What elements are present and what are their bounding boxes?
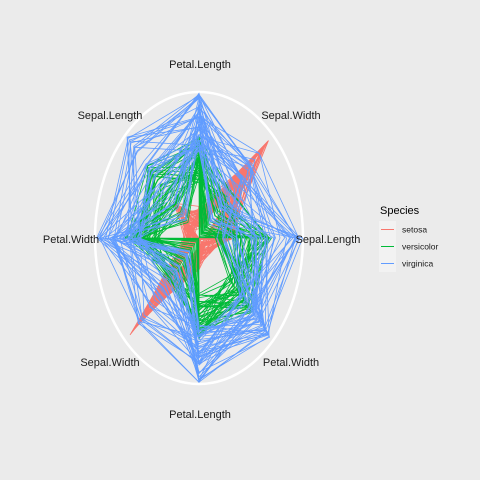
axis-label-sepal-length-right: Sepal.Length	[296, 234, 361, 246]
axis-label-sepal-width-bottom-left: Sepal.Width	[80, 357, 139, 369]
axis-label-petal-length-bottom: Petal.Length	[169, 409, 231, 421]
legend-label-setosa: setosa	[402, 225, 427, 235]
line-virginica	[139, 142, 296, 374]
axis-label-petal-width-left: Petal.Width	[43, 234, 99, 246]
axis-label-petal-length-top: Petal.Length	[169, 59, 231, 71]
legend: Species setosa versicolor virginica	[379, 205, 439, 272]
line-virginica	[140, 146, 266, 333]
legend-item-setosa: setosa	[379, 221, 427, 238]
line-virginica	[108, 117, 299, 359]
line-virginica	[133, 93, 255, 336]
line-virginica	[127, 106, 245, 358]
legend-item-virginica: virginica	[379, 255, 433, 272]
series-virginica	[96, 92, 304, 383]
line-virginica	[137, 110, 250, 383]
line-virginica	[134, 140, 261, 366]
line-versicolor	[133, 157, 231, 317]
line-virginica	[128, 119, 294, 363]
legend-label-versicolor: versicolor	[402, 242, 439, 252]
line-virginica	[105, 95, 297, 337]
axis-label-sepal-length-top-left: Sepal.Length	[78, 110, 143, 122]
line-virginica	[97, 96, 272, 340]
line-virginica	[114, 123, 298, 338]
legend-label-virginica: virginica	[402, 259, 433, 269]
line-virginica	[98, 95, 270, 380]
axis-label-petal-width-bottom-right: Petal.Width	[263, 357, 319, 369]
line-virginica	[111, 118, 271, 373]
legend-item-versicolor: versicolor	[379, 238, 439, 255]
data-lines	[96, 92, 304, 383]
axis-label-sepal-width-top-right: Sepal.Width	[261, 110, 320, 122]
line-versicolor	[124, 137, 253, 305]
legend-title: Species	[380, 205, 420, 217]
line-virginica	[121, 114, 287, 358]
line-virginica	[136, 103, 269, 341]
